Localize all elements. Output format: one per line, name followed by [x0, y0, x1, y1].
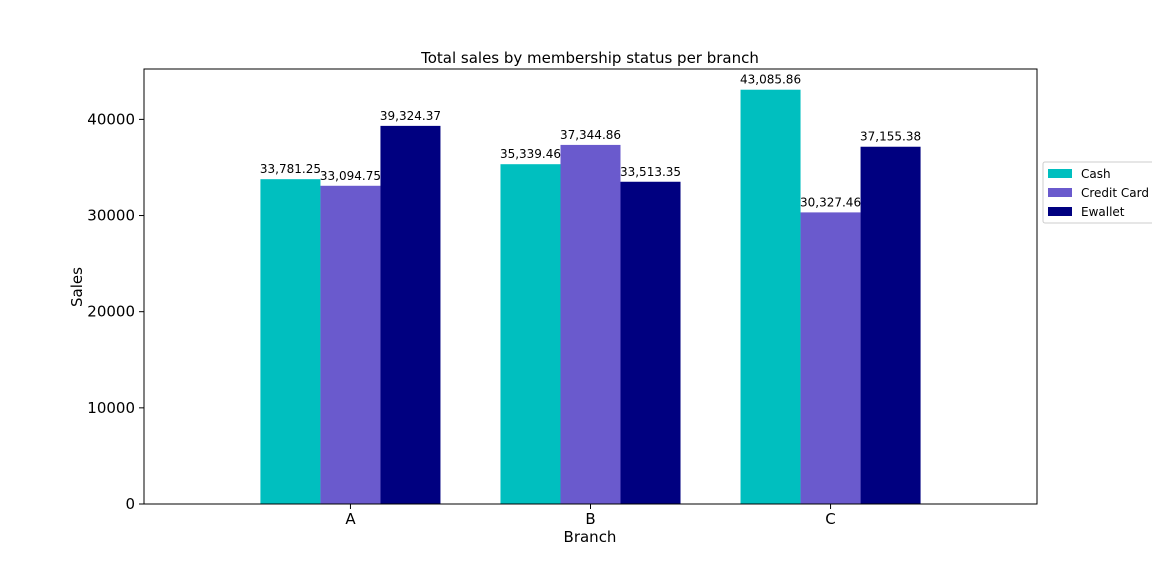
legend: Cash Credit Card Ewallet [1042, 161, 1152, 224]
data-label-cash-b: 35,339.46 [500, 147, 561, 161]
chart-title: Total sales by membership status per bra… [420, 49, 759, 67]
legend-swatch-credit-card [1048, 188, 1072, 197]
y-tick-label: 20000 [87, 303, 135, 321]
data-label-credit-card-b: 37,344.86 [560, 128, 621, 142]
y-tick-label: 0 [125, 495, 135, 513]
bar-ewallet-a [380, 125, 441, 505]
bar-credit-card-c [800, 212, 861, 504]
y-axis-label: Sales [68, 267, 86, 307]
legend-swatch-cash [1048, 169, 1072, 178]
x-tick-label: A [345, 510, 356, 528]
y-tick-label: 30000 [87, 207, 135, 225]
bar-credit-card-a [320, 185, 381, 504]
bar-cash-b [500, 164, 561, 504]
legend-label-ewallet: Ewallet [1081, 205, 1125, 219]
bar-ewallet-b [620, 181, 681, 504]
x-axis-label: Branch [564, 528, 617, 546]
data-label-cash-c: 43,085.86 [740, 73, 801, 87]
legend-label-cash: Cash [1081, 167, 1111, 181]
bar-labels-group: 33,781.25 35,339.46 43,085.86 33,094.75 37,3… [260, 73, 921, 210]
legend-label-credit-card: Credit Card [1081, 186, 1149, 200]
bar-cash-c [740, 89, 801, 504]
data-label-ewallet-b: 33,513.35 [620, 165, 681, 179]
bar-credit-card-b [560, 144, 621, 505]
legend-swatch-ewallet [1048, 207, 1072, 216]
data-label-cash-a: 33,781.25 [260, 162, 321, 176]
bar-cash-a [260, 179, 321, 504]
bars-group [260, 89, 921, 505]
y-tick-label: 40000 [87, 110, 135, 128]
x-tick-label: C [825, 510, 835, 528]
y-axis: 0 10000 20000 30000 40000 [87, 110, 144, 513]
data-label-credit-card-a: 33,094.75 [320, 169, 381, 183]
data-label-ewallet-c: 37,155.38 [860, 130, 921, 144]
y-tick-label: 10000 [87, 399, 135, 417]
data-label-ewallet-a: 39,324.37 [380, 109, 441, 123]
x-axis: A B C [345, 504, 836, 528]
x-tick-label: B [585, 510, 595, 528]
data-label-credit-card-c: 30,327.46 [800, 195, 861, 209]
bar-ewallet-c [860, 146, 921, 504]
